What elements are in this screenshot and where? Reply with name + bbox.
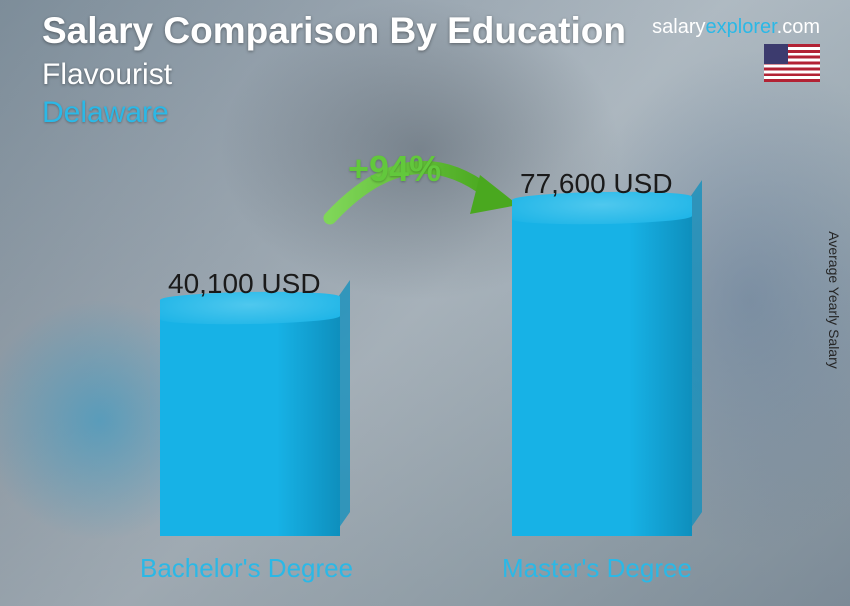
us-flag-icon bbox=[764, 44, 820, 82]
brand-prefix: salary bbox=[652, 16, 705, 38]
chart-container: Salary Comparison By Education Flavouris… bbox=[0, 0, 850, 606]
job-title: Flavourist bbox=[42, 58, 172, 92]
page-title: Salary Comparison By Education bbox=[42, 10, 626, 52]
bar-master bbox=[512, 208, 692, 536]
delta-label: +94% bbox=[348, 148, 441, 190]
brand-label: salaryexplorer.com bbox=[652, 16, 820, 39]
location-label: Delaware bbox=[42, 96, 169, 130]
bar-label-master: Master's Degree bbox=[502, 553, 692, 584]
bar-value-bachelor: 40,100 USD bbox=[168, 268, 321, 300]
bar-label-bachelor: Bachelor's Degree bbox=[140, 553, 353, 584]
y-axis-label: Average Yearly Salary bbox=[826, 231, 842, 369]
bar-value-master: 77,600 USD bbox=[520, 168, 673, 200]
bar-front bbox=[512, 208, 692, 536]
bar-front bbox=[160, 308, 340, 536]
bar-bachelor bbox=[160, 308, 340, 536]
brand-mid: explorer bbox=[706, 16, 777, 38]
brand-suffix: .com bbox=[777, 16, 820, 38]
